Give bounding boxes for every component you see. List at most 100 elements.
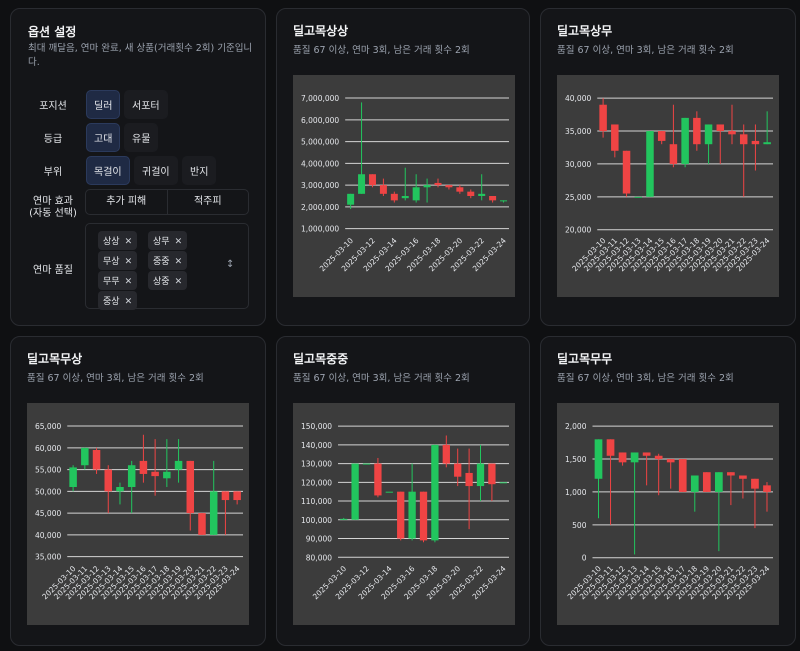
candle-body <box>499 482 507 484</box>
candle-body <box>606 439 615 456</box>
quality-tag: 중상 ✕ <box>98 291 138 310</box>
y-tick-label: 5,000,000 <box>301 138 339 147</box>
candle-body <box>654 455 663 460</box>
candle-body <box>412 187 420 201</box>
row-label: 포지션 <box>39 101 67 112</box>
candle-body <box>763 142 771 145</box>
chart-title: 딜고목상무 <box>557 23 612 38</box>
option-button[interactable]: 고대 <box>86 123 121 152</box>
tag-text: 중상 <box>103 297 120 307</box>
candle-body <box>423 185 431 188</box>
chart-card: 딜고목중중 품질 67 이상, 연마 3회, 남은 거래 횟수 2회 80,000 9… <box>276 336 530 646</box>
candle-body <box>704 124 713 145</box>
plot-area <box>557 403 779 625</box>
tag-remove[interactable]: ✕ <box>124 257 133 267</box>
tag-remove[interactable]: ✕ <box>174 277 183 287</box>
candle-body <box>127 465 136 487</box>
candle-body <box>751 140 760 145</box>
candle-body <box>690 475 699 492</box>
chart-subtitle: 품질 67 이상, 연마 3회, 남은 거래 횟수 2회 <box>557 44 734 56</box>
options-description: 최대 깨달음, 연마 완료, 새 상품(거래횟수 2회) 기준입니다. <box>28 43 253 68</box>
candle-body <box>716 124 725 132</box>
candle-body <box>642 452 651 456</box>
y-tick-label: 130,000 <box>301 460 332 469</box>
candle-body <box>739 134 748 145</box>
candle-body <box>379 185 387 194</box>
candle-body <box>666 459 675 463</box>
tag-remove[interactable]: ✕ <box>174 257 183 267</box>
chart-subtitle: 품질 67 이상, 연마 3회, 남은 거래 횟수 2회 <box>557 372 734 384</box>
effect-button[interactable]: 추가 피해 <box>106 196 147 207</box>
y-tick-label: 50,000 <box>35 487 61 496</box>
row-label: 연마 효과 <box>33 196 73 207</box>
y-tick-label: 80,000 <box>306 553 332 562</box>
quality-tag: 상중 ✕ <box>148 271 188 290</box>
candle-body <box>622 150 631 194</box>
option-button[interactable]: 목걸이 <box>86 156 130 185</box>
quality-tag: 무상 ✕ <box>98 251 138 270</box>
option-button[interactable]: 귀걸이 <box>134 156 178 185</box>
tag-remove[interactable]: ✕ <box>124 297 133 307</box>
multi-select[interactable]: 상상 ✕ 상무 ✕ 무상 ✕ 중중 ✕ 무무 ✕ 상중 ✕ 중상 ✕ ↕ <box>85 223 249 310</box>
candle-body <box>116 487 124 492</box>
candle-body <box>358 174 366 194</box>
candle-body <box>390 193 398 201</box>
candle-body <box>69 467 77 487</box>
plot-area <box>293 75 515 297</box>
candle-body <box>401 196 409 199</box>
plot-area <box>557 75 779 297</box>
candle-body <box>362 463 371 465</box>
tag-text: 상상 <box>103 237 120 247</box>
tag-remove[interactable]: ✕ <box>124 237 133 247</box>
candle-body <box>174 460 183 470</box>
candle-body <box>442 444 450 464</box>
candle-body <box>478 193 486 196</box>
y-tick-label: 20,000 <box>565 226 591 235</box>
candle-body <box>445 185 453 188</box>
y-tick-label: 40,000 <box>35 531 61 540</box>
candle-body <box>209 491 218 535</box>
chart-title: 딜고목무무 <box>557 352 612 366</box>
candle-body <box>618 452 627 463</box>
tag-text: 상무 <box>153 237 170 247</box>
candle-body <box>728 131 736 135</box>
candle-body <box>397 491 405 539</box>
candle-body <box>431 444 439 541</box>
tag-text: 상중 <box>153 277 170 287</box>
candle-body <box>456 187 464 192</box>
candle-body <box>221 491 230 501</box>
y-tick-label: 60,000 <box>35 444 61 453</box>
chart-subtitle: 품질 67 이상, 연마 3회, 남은 거래 횟수 2회 <box>293 44 470 56</box>
candle-body <box>693 117 701 145</box>
chevron[interactable]: ↕ <box>226 259 235 270</box>
tag-remove[interactable]: ✕ <box>174 237 183 247</box>
candle-body <box>81 447 89 466</box>
candle-body <box>434 182 442 186</box>
row-label: 등급 <box>43 134 63 145</box>
candle-body <box>186 460 195 514</box>
candle-body <box>751 478 759 489</box>
chart-card: 딜고목무상 품질 67 이상, 연마 3회, 남은 거래 횟수 2회 35,000 4… <box>10 336 266 646</box>
tag-remove[interactable]: ✕ <box>124 277 133 287</box>
y-tick-label: 3,000,000 <box>301 181 339 190</box>
candle-body <box>340 518 348 520</box>
chart-title: 딜고목중중 <box>293 352 348 366</box>
option-button[interactable]: 서포터 <box>124 90 168 119</box>
y-tick-label: 4,000,000 <box>301 159 339 168</box>
option-button[interactable]: 딜러 <box>86 90 121 119</box>
quality-tag: 무무 ✕ <box>98 271 138 290</box>
candle-body <box>702 472 711 492</box>
option-button[interactable]: 유물 <box>124 123 159 152</box>
row-label: 부위 <box>43 167 63 178</box>
candle-body <box>669 144 678 164</box>
y-tick-label: 7,000,000 <box>301 94 339 103</box>
chart-subtitle: 품질 67 이상, 연마 3회, 남은 거래 횟수 2회 <box>27 372 204 384</box>
y-tick-label: 1,500 <box>565 455 587 464</box>
tag-text: 중중 <box>153 257 170 267</box>
effect-button[interactable]: 적주피 <box>166 190 249 214</box>
option-button[interactable]: 반지 <box>182 156 217 185</box>
candle-body <box>151 471 159 477</box>
